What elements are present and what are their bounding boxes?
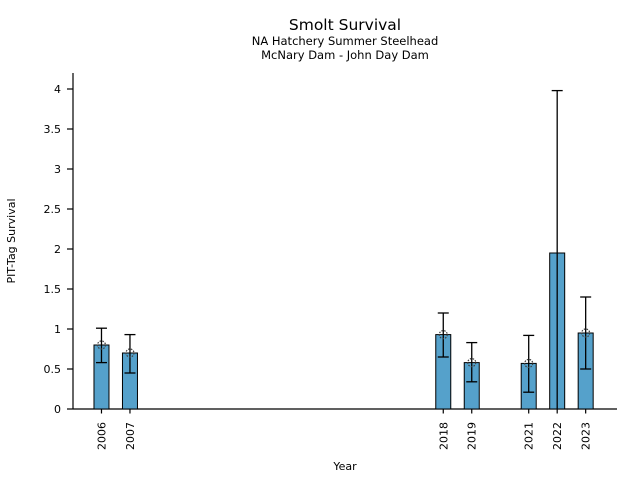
x-tick-label: 2007	[124, 422, 137, 450]
chart-title: Smolt Survival	[289, 16, 401, 34]
chart-subtitle-line2: McNary Dam - John Day Dam	[261, 48, 429, 62]
y-tick-label: 2	[54, 243, 61, 256]
y-tick-label: 4	[54, 83, 61, 96]
y-tick-label: 2.5	[44, 203, 62, 216]
chart-subtitle-line1: NA Hatchery Summer Steelhead	[252, 34, 439, 48]
x-axis-label: Year	[332, 460, 357, 473]
point-marker	[581, 328, 591, 338]
x-tick-label: 2019	[466, 422, 479, 450]
point-marker	[438, 330, 448, 340]
x-tick-label: 2018	[437, 422, 450, 450]
x-tick-label: 2006	[95, 422, 108, 450]
point-marker	[125, 348, 135, 358]
plot-content: 0 0.5 1 1.5 2 2.5 3 3.5 4 2006 2007 2018 2019 2021 202…	[44, 73, 617, 450]
y-tick-label: 0.5	[44, 363, 62, 376]
x-tick-label: 2023	[580, 422, 593, 450]
x-tick-label: 2021	[523, 422, 536, 450]
y-axis-label: PIT-Tag Survival	[5, 198, 18, 283]
x-tick-label: 2022	[551, 422, 564, 450]
point-marker	[467, 358, 477, 368]
point-marker	[96, 340, 107, 350]
point-marker	[524, 358, 534, 368]
y-tick-label: 1	[54, 323, 61, 336]
y-tick-label: 0	[54, 403, 61, 416]
y-tick-label: 3	[54, 163, 61, 176]
y-tick-label: 3.5	[44, 123, 62, 136]
y-tick-label: 1.5	[44, 283, 62, 296]
